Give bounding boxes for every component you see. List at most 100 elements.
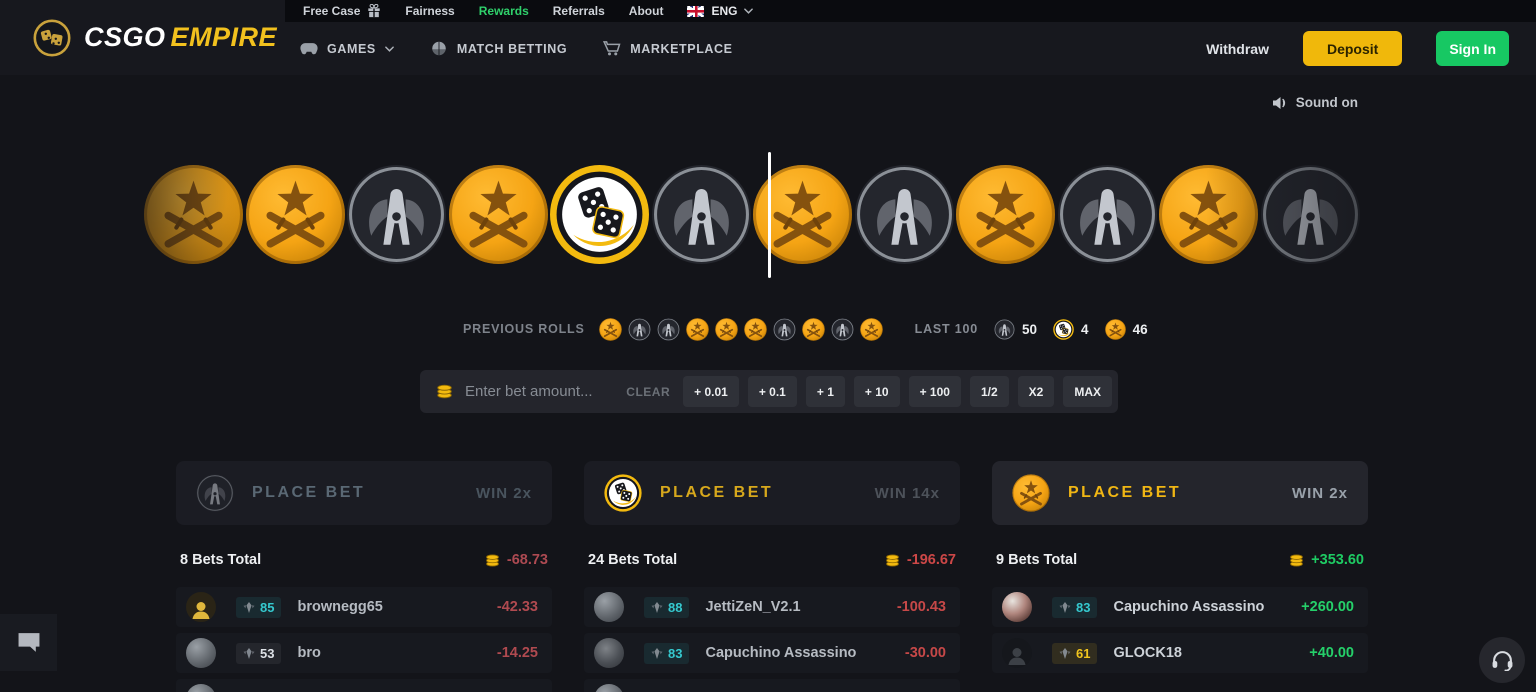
place-bet-t-button[interactable]: PLACE BET WIN 2x [992,461,1368,525]
language-selector[interactable]: ENG [687,4,754,18]
coin-stack-icon [1289,553,1304,567]
sign-in-button[interactable]: Sign In [1436,31,1509,66]
level-value: 85 [260,599,275,615]
previous-roll-t [714,317,738,341]
win-multiplier-label: WIN 2x [475,484,532,502]
bets-total-value: -196.67 [906,552,956,568]
avatar [594,684,624,692]
previous-roll-t [859,317,883,341]
bet-controls: CLEAR + 0.01 + 0.1 + 1 + 10 + 100 1/2 X2 MAX [420,370,1118,413]
level-value: 61 [1076,645,1091,661]
topbar-item-fairness[interactable]: Fairness [405,4,455,18]
previous-roll-ct [772,317,796,341]
bet-row: 61 GLOCK18 +40.00 [992,633,1368,673]
bet-row: 53 bro -14.25 [176,633,552,673]
speaker-icon [1272,96,1288,110]
ct-coin-icon [196,474,234,512]
previous-roll-ct [627,317,651,341]
nav-match-betting[interactable]: MATCH BETTING [430,41,567,56]
bet-amount-input[interactable] [463,382,621,401]
last100-value: 46 [1132,321,1148,337]
quick-bet-+0.01[interactable]: + 0.01 [683,376,739,407]
wheel-coin-ct [1260,164,1361,265]
brand-text: CSGO EMPIRE [84,22,277,53]
support-button[interactable] [1479,637,1525,683]
brand-empire: EMPIRE [170,22,278,52]
topbar-item-free-case[interactable]: Free Case [303,3,381,18]
clear-bet-button[interactable]: CLEAR [626,384,671,399]
level-icon [243,601,255,613]
quick-bet-+1[interactable]: + 1 [805,376,845,407]
bet-amount: -30.00 [904,645,946,661]
uk-flag-icon [687,5,705,17]
brand-csgo: CSGO [84,22,166,52]
quick-bet-buttons: + 0.01 + 0.1 + 1 + 10 + 100 1/2 X2 MAX [683,376,1112,407]
logo[interactable]: CSGO EMPIRE [0,0,285,75]
level-badge: 53 [236,642,282,664]
gamepad-icon [300,41,318,56]
header: Free Case Fairness Rewards Referrals About EN… [0,0,1536,75]
sound-toggle[interactable]: Sound on [1272,95,1358,110]
avatar [1002,638,1032,668]
bet-panel-t: PLACE BET WIN 2x 9 Bets Total +353.60 83… [992,461,1368,692]
language-label: ENG [711,4,738,18]
bet-row-partial [176,679,552,692]
previous-rolls-coins [598,317,883,341]
chevron-down-icon [744,8,754,14]
coin-stack-icon [436,384,453,399]
wheel-coin-t [448,164,549,265]
chat-toggle[interactable] [0,614,57,671]
logo-coin-icon [32,18,72,58]
bet-row: 83 Capuchino Assassino +260.00 [992,587,1368,627]
previous-roll-ct [830,317,854,341]
quick-bet-+100[interactable]: + 100 [908,376,961,407]
last-100-label: LAST 100 [914,322,979,336]
t-coin-icon [1104,318,1126,340]
place-bet-bonus-button[interactable]: PLACE BET WIN 14x [584,461,960,525]
quick-bet-+10[interactable]: + 10 [853,376,900,407]
previous-roll-ct [656,317,680,341]
quick-bet-+0.1[interactable]: + 0.1 [747,376,797,407]
top-strip: Free Case Fairness Rewards Referrals About EN… [285,0,1536,22]
quick-bet-max[interactable]: MAX [1063,376,1112,407]
bets-total-value: -68.73 [506,552,548,568]
level-icon [243,647,255,659]
last-100-stats: 50 4 46 [994,318,1148,340]
avatar [186,638,216,668]
last100-stat-bonus: 4 [1053,318,1089,340]
quick-bet-1/2[interactable]: 1/2 [969,376,1009,407]
player-name: bro [297,645,321,661]
player-name: Capuchino Assassino [705,645,857,661]
level-icon [651,601,663,613]
wheel-coin-t [955,164,1056,265]
coin-stack-icon [885,553,900,567]
deposit-button[interactable]: Deposit [1302,31,1403,66]
bet-amount: -100.43 [896,599,946,615]
level-value: 88 [668,599,683,615]
bet-amount: -42.33 [496,599,538,615]
last100-stat-ct: 50 [994,318,1037,340]
place-bet-ct-button[interactable]: PLACE BET WIN 2x [176,461,552,525]
bet-row: 83 Capuchino Assassino -30.00 [584,633,960,673]
topbar-item-referrals[interactable]: Referrals [552,4,605,18]
withdraw-link[interactable]: Withdraw [1206,40,1269,57]
topbar-item-about[interactable]: About [628,4,664,18]
wheel-coin-t [245,164,346,265]
previous-roll-t [743,317,767,341]
bet-rows: 85 brownegg65 -42.33 53 bro -14.25 [176,587,552,692]
quick-bet-x2[interactable]: X2 [1017,376,1055,407]
bet-panels: PLACE BET WIN 2x 8 Bets Total -68.73 85 … [176,461,1368,692]
headset-icon [1491,650,1514,671]
nav-games[interactable]: GAMES [300,41,394,56]
bet-rows: 88 JettiZeN_V2.1 -100.43 83 Capuchino As… [584,587,960,692]
main-nav: GAMES MATCH BETTING MARKETPLACE [300,22,733,75]
bet-amount: +40.00 [1309,645,1354,661]
wheel-coin-ct [854,164,955,265]
level-icon [1059,647,1071,659]
bets-total-label: 9 Bets Total [996,552,1078,568]
gift-icon [367,3,381,18]
topbar-item-rewards[interactable]: Rewards [478,4,529,18]
nav-marketplace[interactable]: MARKETPLACE [603,41,732,56]
win-multiplier-label: WIN 2x [1291,484,1348,502]
avatar [594,592,624,622]
